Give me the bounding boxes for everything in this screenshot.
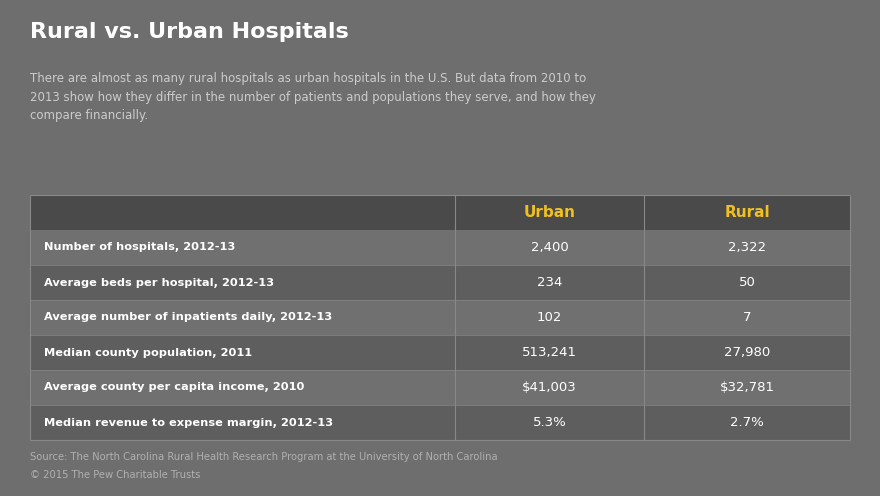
Bar	[30, 335, 850, 370]
Text: Average county per capita income, 2010: Average county per capita income, 2010	[44, 382, 304, 392]
Text: Number of hospitals, 2012-13: Number of hospitals, 2012-13	[44, 243, 235, 252]
Text: 102: 102	[537, 311, 562, 324]
Text: Average beds per hospital, 2012-13: Average beds per hospital, 2012-13	[44, 277, 275, 288]
Bar	[30, 195, 850, 230]
Text: $41,003: $41,003	[522, 381, 577, 394]
Text: $32,781: $32,781	[720, 381, 774, 394]
Text: 7: 7	[743, 311, 752, 324]
Text: 2,322: 2,322	[728, 241, 766, 254]
Text: 50: 50	[738, 276, 755, 289]
Text: Source: The North Carolina Rural Health Research Program at the University of No: Source: The North Carolina Rural Health …	[30, 452, 497, 462]
Text: There are almost as many rural hospitals as urban hospitals in the U.S. But data: There are almost as many rural hospitals…	[30, 72, 596, 122]
Text: Rural vs. Urban Hospitals: Rural vs. Urban Hospitals	[30, 22, 348, 42]
Text: Median revenue to expense margin, 2012-13: Median revenue to expense margin, 2012-1…	[44, 418, 334, 428]
Text: 513,241: 513,241	[522, 346, 577, 359]
Bar	[30, 265, 850, 300]
Text: Rural: Rural	[724, 205, 770, 220]
Bar	[30, 405, 850, 440]
Text: 27,980: 27,980	[724, 346, 770, 359]
Text: Average number of inpatients daily, 2012-13: Average number of inpatients daily, 2012…	[44, 312, 333, 322]
Bar	[30, 195, 850, 440]
Text: 2,400: 2,400	[531, 241, 568, 254]
Bar	[30, 230, 850, 265]
Bar	[30, 300, 850, 335]
Text: Urban: Urban	[524, 205, 576, 220]
Text: 2.7%: 2.7%	[730, 416, 764, 429]
Text: 234: 234	[537, 276, 562, 289]
Text: Median county population, 2011: Median county population, 2011	[44, 348, 253, 358]
Bar	[30, 370, 850, 405]
Text: 5.3%: 5.3%	[532, 416, 567, 429]
Text: © 2015 The Pew Charitable Trusts: © 2015 The Pew Charitable Trusts	[30, 470, 201, 480]
